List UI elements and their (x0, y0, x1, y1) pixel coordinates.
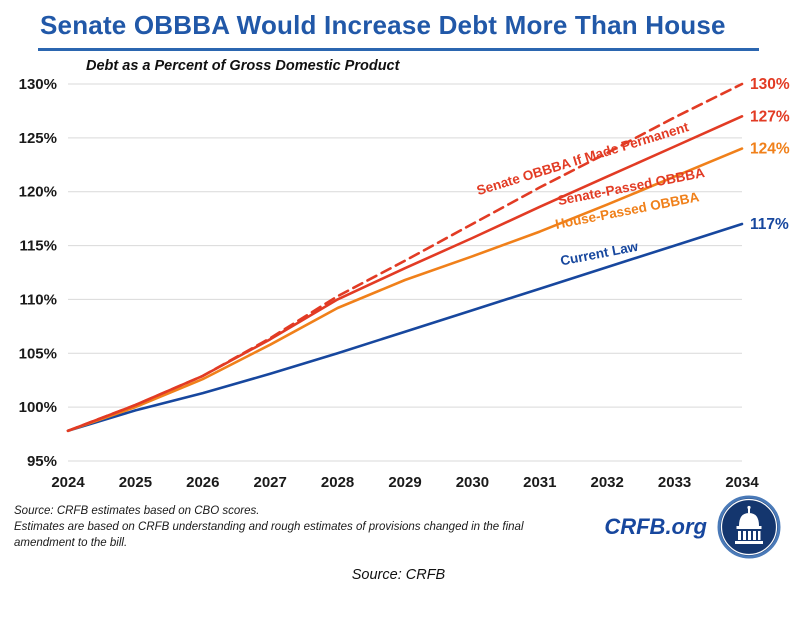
x-tick-label: 2024 (51, 474, 85, 491)
end-value-label: 127% (750, 108, 790, 125)
x-tick-label: 2025 (119, 474, 152, 491)
x-tick-label: 2028 (321, 474, 354, 491)
source-note-line2: Estimates are based on CRFB understandin… (14, 520, 524, 550)
x-tick-label: 2032 (591, 474, 624, 491)
crfb-org-label: CRFB.org (604, 514, 707, 539)
x-tick-label: 2034 (725, 474, 759, 491)
y-tick-label: 130% (19, 76, 57, 93)
y-tick-label: 100% (19, 399, 57, 416)
series-line (66, 147, 744, 433)
x-tick-label: 2026 (186, 474, 219, 491)
x-tick-label: 2027 (254, 474, 287, 491)
source-note-line1: Source: CRFB estimates based on CBO scor… (14, 504, 260, 517)
series-line (66, 82, 744, 433)
chart-subtitle: Debt as a Percent of Gross Domestic Prod… (86, 58, 401, 74)
crfb-brand: CRFB.org (604, 495, 781, 559)
title-underline (38, 48, 759, 51)
y-tick-label: 120% (19, 184, 57, 201)
y-tick-label: 105% (19, 345, 57, 362)
y-tick-label: 110% (19, 291, 57, 308)
footer: Source: CRFB estimates based on CBO scor… (0, 493, 797, 559)
bottom-source-caption: Source: CRFB (351, 567, 446, 583)
series-line (66, 222, 744, 433)
y-tick-label: 115% (19, 238, 57, 255)
source-notes: Source: CRFB estimates based on CBO scor… (14, 503, 559, 551)
end-value-label: 124% (750, 141, 790, 158)
page-title: Senate OBBBA Would Increase Debt More Th… (40, 10, 726, 40)
x-tick-label: 2033 (658, 474, 691, 491)
series-line (66, 115, 744, 433)
x-tick-label: 2030 (456, 474, 489, 491)
y-tick-label: 95% (27, 453, 57, 470)
logo-ring (720, 498, 778, 556)
capitol-building-glyph (735, 505, 763, 544)
debt-line-chart: 95% 100% 105% 110% 115% 120% 125% 130% 2024 2025 2… (19, 58, 790, 491)
end-value-label: 130% (750, 76, 790, 93)
x-tick-label: 2029 (388, 474, 421, 491)
capitol-dome-icon (717, 495, 781, 559)
end-value-label: 117% (750, 216, 789, 233)
series-inline-label: Current Law (559, 239, 640, 269)
y-tick-label: 125% (19, 130, 57, 147)
x-tick-label: 2031 (523, 474, 556, 491)
